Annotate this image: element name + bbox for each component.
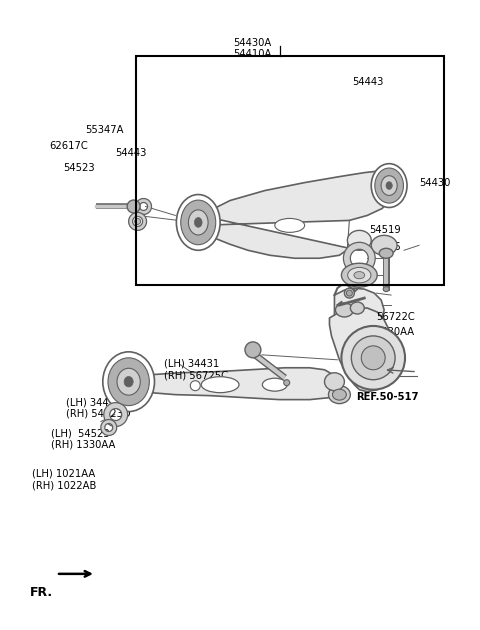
- Ellipse shape: [379, 248, 393, 258]
- Ellipse shape: [201, 377, 239, 392]
- Circle shape: [341, 326, 405, 390]
- Text: 54430A
54410A: 54430A 54410A: [233, 38, 271, 59]
- Ellipse shape: [117, 369, 140, 395]
- Ellipse shape: [371, 236, 397, 255]
- Wedge shape: [136, 198, 152, 214]
- Ellipse shape: [347, 290, 352, 296]
- Ellipse shape: [378, 175, 400, 202]
- Circle shape: [190, 381, 200, 391]
- Ellipse shape: [341, 263, 377, 287]
- Ellipse shape: [328, 386, 350, 404]
- Circle shape: [351, 336, 395, 380]
- Text: 1430AA: 1430AA: [376, 327, 415, 337]
- Text: FR.: FR.: [30, 586, 53, 598]
- Text: 56722C: 56722C: [376, 312, 415, 322]
- Ellipse shape: [275, 219, 305, 232]
- Wedge shape: [101, 420, 117, 435]
- Text: (LH) 34431
(RH) 56725C: (LH) 34431 (RH) 56725C: [164, 358, 228, 381]
- Text: REF.50-517: REF.50-517: [357, 391, 419, 401]
- Polygon shape: [198, 171, 395, 258]
- Ellipse shape: [324, 373, 344, 391]
- Wedge shape: [343, 243, 375, 274]
- Ellipse shape: [181, 200, 216, 244]
- Text: 54436: 54436: [369, 243, 400, 252]
- Ellipse shape: [344, 288, 354, 298]
- Text: (LH) 34433
(RH) 54223D: (LH) 34433 (RH) 54223D: [66, 397, 131, 418]
- Ellipse shape: [263, 378, 287, 391]
- Ellipse shape: [103, 352, 155, 411]
- Text: (LH)  54523
(RH) 1330AA: (LH) 54523 (RH) 1330AA: [51, 428, 116, 450]
- Ellipse shape: [383, 287, 389, 292]
- Ellipse shape: [245, 342, 261, 358]
- Text: 54519: 54519: [369, 226, 401, 236]
- Polygon shape: [335, 288, 384, 332]
- Ellipse shape: [284, 380, 290, 386]
- Ellipse shape: [354, 272, 365, 278]
- Polygon shape: [126, 368, 339, 399]
- Ellipse shape: [176, 195, 220, 250]
- Polygon shape: [329, 308, 395, 392]
- Ellipse shape: [124, 377, 133, 387]
- Ellipse shape: [194, 217, 202, 227]
- Ellipse shape: [371, 164, 407, 207]
- Ellipse shape: [348, 231, 371, 250]
- Ellipse shape: [386, 181, 392, 190]
- Ellipse shape: [189, 210, 208, 235]
- Text: (LH) 1021AA
(RH) 1022AB: (LH) 1021AA (RH) 1022AB: [33, 469, 97, 490]
- Ellipse shape: [336, 303, 353, 317]
- Text: 54443: 54443: [352, 77, 384, 87]
- Text: 54523: 54523: [63, 163, 95, 173]
- Ellipse shape: [375, 168, 404, 203]
- Ellipse shape: [333, 389, 347, 400]
- Wedge shape: [129, 212, 146, 231]
- Text: 54443: 54443: [116, 148, 147, 158]
- Circle shape: [361, 346, 385, 370]
- Ellipse shape: [127, 200, 140, 213]
- Ellipse shape: [350, 302, 364, 314]
- Ellipse shape: [348, 267, 371, 283]
- Text: 62617C: 62617C: [49, 141, 88, 151]
- Ellipse shape: [381, 176, 397, 195]
- Ellipse shape: [108, 358, 149, 406]
- Text: 54430: 54430: [419, 178, 450, 188]
- Bar: [136, 56, 444, 285]
- Ellipse shape: [184, 203, 212, 241]
- Wedge shape: [104, 403, 128, 427]
- Ellipse shape: [134, 219, 141, 224]
- Text: 55347A: 55347A: [85, 125, 123, 135]
